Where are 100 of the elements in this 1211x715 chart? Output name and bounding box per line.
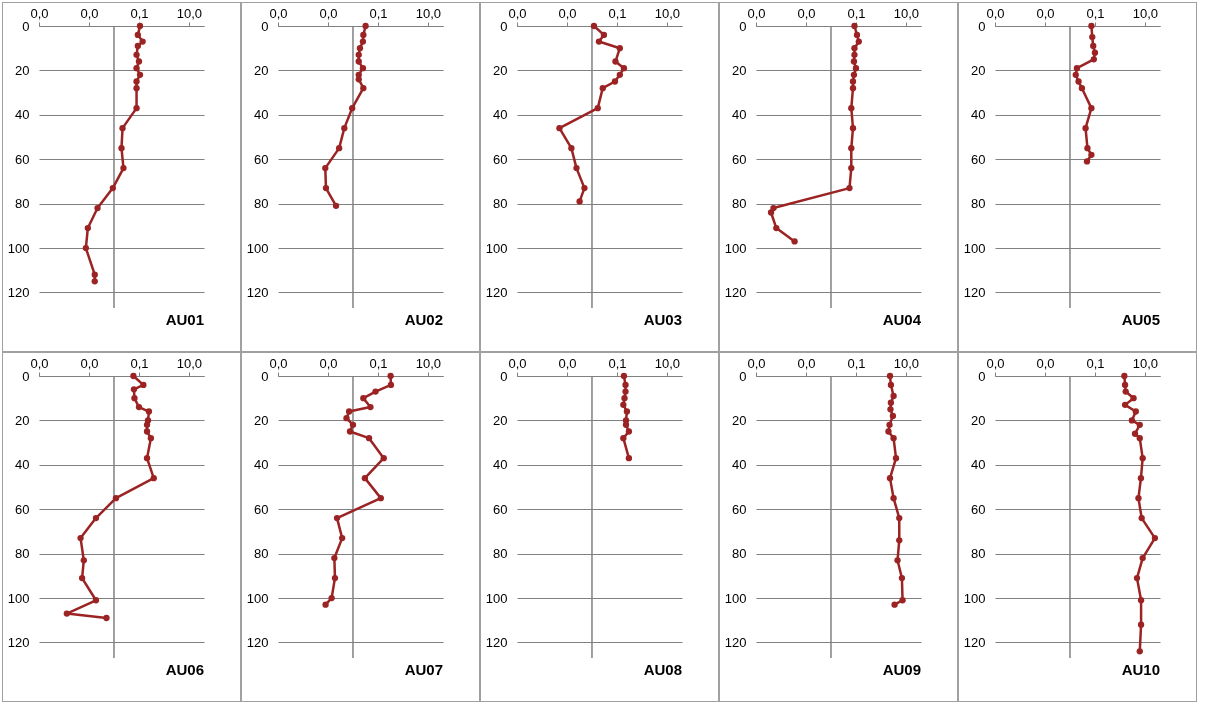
y-tick-label: 120	[724, 634, 747, 650]
y-tick-label: 20	[15, 62, 30, 78]
y-tick-label: 20	[732, 62, 747, 78]
y-tick-label: 60	[15, 501, 30, 517]
point	[850, 71, 858, 79]
y-tick-label: 20	[15, 412, 30, 428]
x-tick-label: 0,0	[80, 5, 99, 21]
point	[851, 51, 858, 59]
text: AU05	[1121, 310, 1160, 328]
y-tick-label: 80	[254, 196, 269, 212]
y-tick-label: 60	[254, 501, 269, 517]
x-tick-label: 10,0	[893, 355, 920, 371]
y-tick-label: 80	[732, 546, 747, 562]
y-tick-label: 100	[246, 240, 269, 256]
y-tick-label: 100	[724, 590, 747, 606]
text: AU01	[165, 310, 204, 328]
y-tick-label: 0	[739, 368, 747, 384]
point	[850, 58, 858, 65]
y-tick-label: 60	[971, 151, 986, 167]
y-tick-label: 60	[971, 501, 986, 517]
y-tick-label: 0	[739, 18, 747, 34]
y-tick-label: 120	[724, 284, 747, 300]
x-tick-label: 0,1	[369, 355, 388, 371]
x-tick-label: 0,0	[747, 355, 766, 371]
text: AU07	[404, 660, 443, 678]
point	[848, 144, 855, 152]
y-tick-label: 20	[254, 62, 269, 78]
y-tick-label: 60	[732, 151, 747, 167]
y-tick-label: 20	[971, 412, 986, 428]
x-tick-label: 0,0	[797, 355, 816, 371]
text: AU03	[643, 310, 682, 328]
y-tick-label: 80	[254, 546, 269, 562]
y-tick-label: 0	[978, 368, 986, 384]
x-tick-label: 0,0	[986, 5, 1005, 21]
text: AU08	[643, 660, 682, 678]
x-tick-label: 0,1	[847, 5, 866, 21]
y-tick-label: 60	[15, 151, 30, 167]
y-tick-label: 60	[732, 501, 747, 517]
y-tick-label: 120	[246, 284, 269, 300]
y-tick-label: 100	[485, 240, 508, 256]
y-tick-label: 60	[493, 151, 508, 167]
y-tick-label: 80	[971, 546, 986, 562]
y-tick-label: 100	[963, 590, 986, 606]
y-tick-label: 100	[246, 590, 269, 606]
point	[848, 164, 855, 172]
text: AU04	[882, 310, 922, 328]
x-tick-label: 0,0	[269, 355, 288, 371]
y-tick-label: 80	[971, 196, 986, 212]
x-tick-label: 0,0	[797, 5, 816, 21]
x-tick-label: 0,1	[1086, 5, 1105, 21]
x-tick-label: 0,0	[319, 5, 338, 21]
y-tick-label: 80	[493, 546, 508, 562]
y-tick-label: 120	[246, 634, 269, 650]
y-tick-label: 20	[971, 62, 986, 78]
x-tick-label: 0,0	[319, 355, 338, 371]
x-tick-label: 10,0	[176, 355, 203, 371]
y-tick-label: 20	[254, 412, 269, 428]
y-tick-label: 40	[971, 457, 986, 473]
x-tick-label: 0,0	[80, 355, 99, 371]
point	[849, 78, 857, 85]
y-tick-label: 100	[485, 590, 508, 606]
x-tick-label: 0,0	[1036, 5, 1055, 21]
y-tick-label: 40	[493, 107, 508, 123]
y-tick-label: 100	[724, 240, 747, 256]
x-tick-label: 0,0	[30, 5, 49, 21]
y-tick-label: 0	[22, 18, 30, 34]
x-tick-label: 10,0	[415, 5, 442, 21]
x-tick-label: 0,0	[747, 5, 766, 21]
x-tick-label: 0,1	[608, 355, 627, 371]
x-tick-label: 0,0	[558, 5, 577, 21]
y-tick-label: 100	[7, 590, 30, 606]
y-tick-label: 0	[261, 368, 269, 384]
y-tick-label: 40	[971, 107, 986, 123]
text: AU10	[1121, 660, 1160, 678]
y-tick-label: 80	[15, 196, 30, 212]
x-tick-label: 0,1	[608, 5, 627, 21]
point	[853, 31, 861, 39]
point	[855, 38, 862, 45]
y-tick-label: 40	[493, 457, 508, 473]
point	[851, 45, 858, 52]
y-tick-label: 40	[15, 457, 30, 473]
y-tick-label: 0	[978, 18, 986, 34]
x-tick-label: 10,0	[415, 355, 442, 371]
y-tick-label: 120	[7, 634, 30, 650]
point	[849, 124, 857, 132]
y-tick-label: 120	[485, 284, 508, 300]
point	[848, 105, 855, 112]
x-tick-label: 0,0	[1036, 355, 1055, 371]
y-tick-label: 120	[963, 634, 986, 650]
y-tick-label: 60	[493, 501, 508, 517]
x-tick-label: 10,0	[1132, 355, 1159, 371]
x-tick-label: 10,0	[654, 5, 681, 21]
y-tick-label: 20	[493, 412, 508, 428]
x-tick-label: 0,0	[986, 355, 1005, 371]
x-tick-label: 0,0	[558, 355, 577, 371]
point	[846, 184, 853, 192]
y-tick-label: 0	[261, 18, 269, 34]
y-tick-label: 80	[493, 196, 508, 212]
y-tick-label: 100	[963, 240, 986, 256]
text: AU06	[165, 660, 204, 678]
